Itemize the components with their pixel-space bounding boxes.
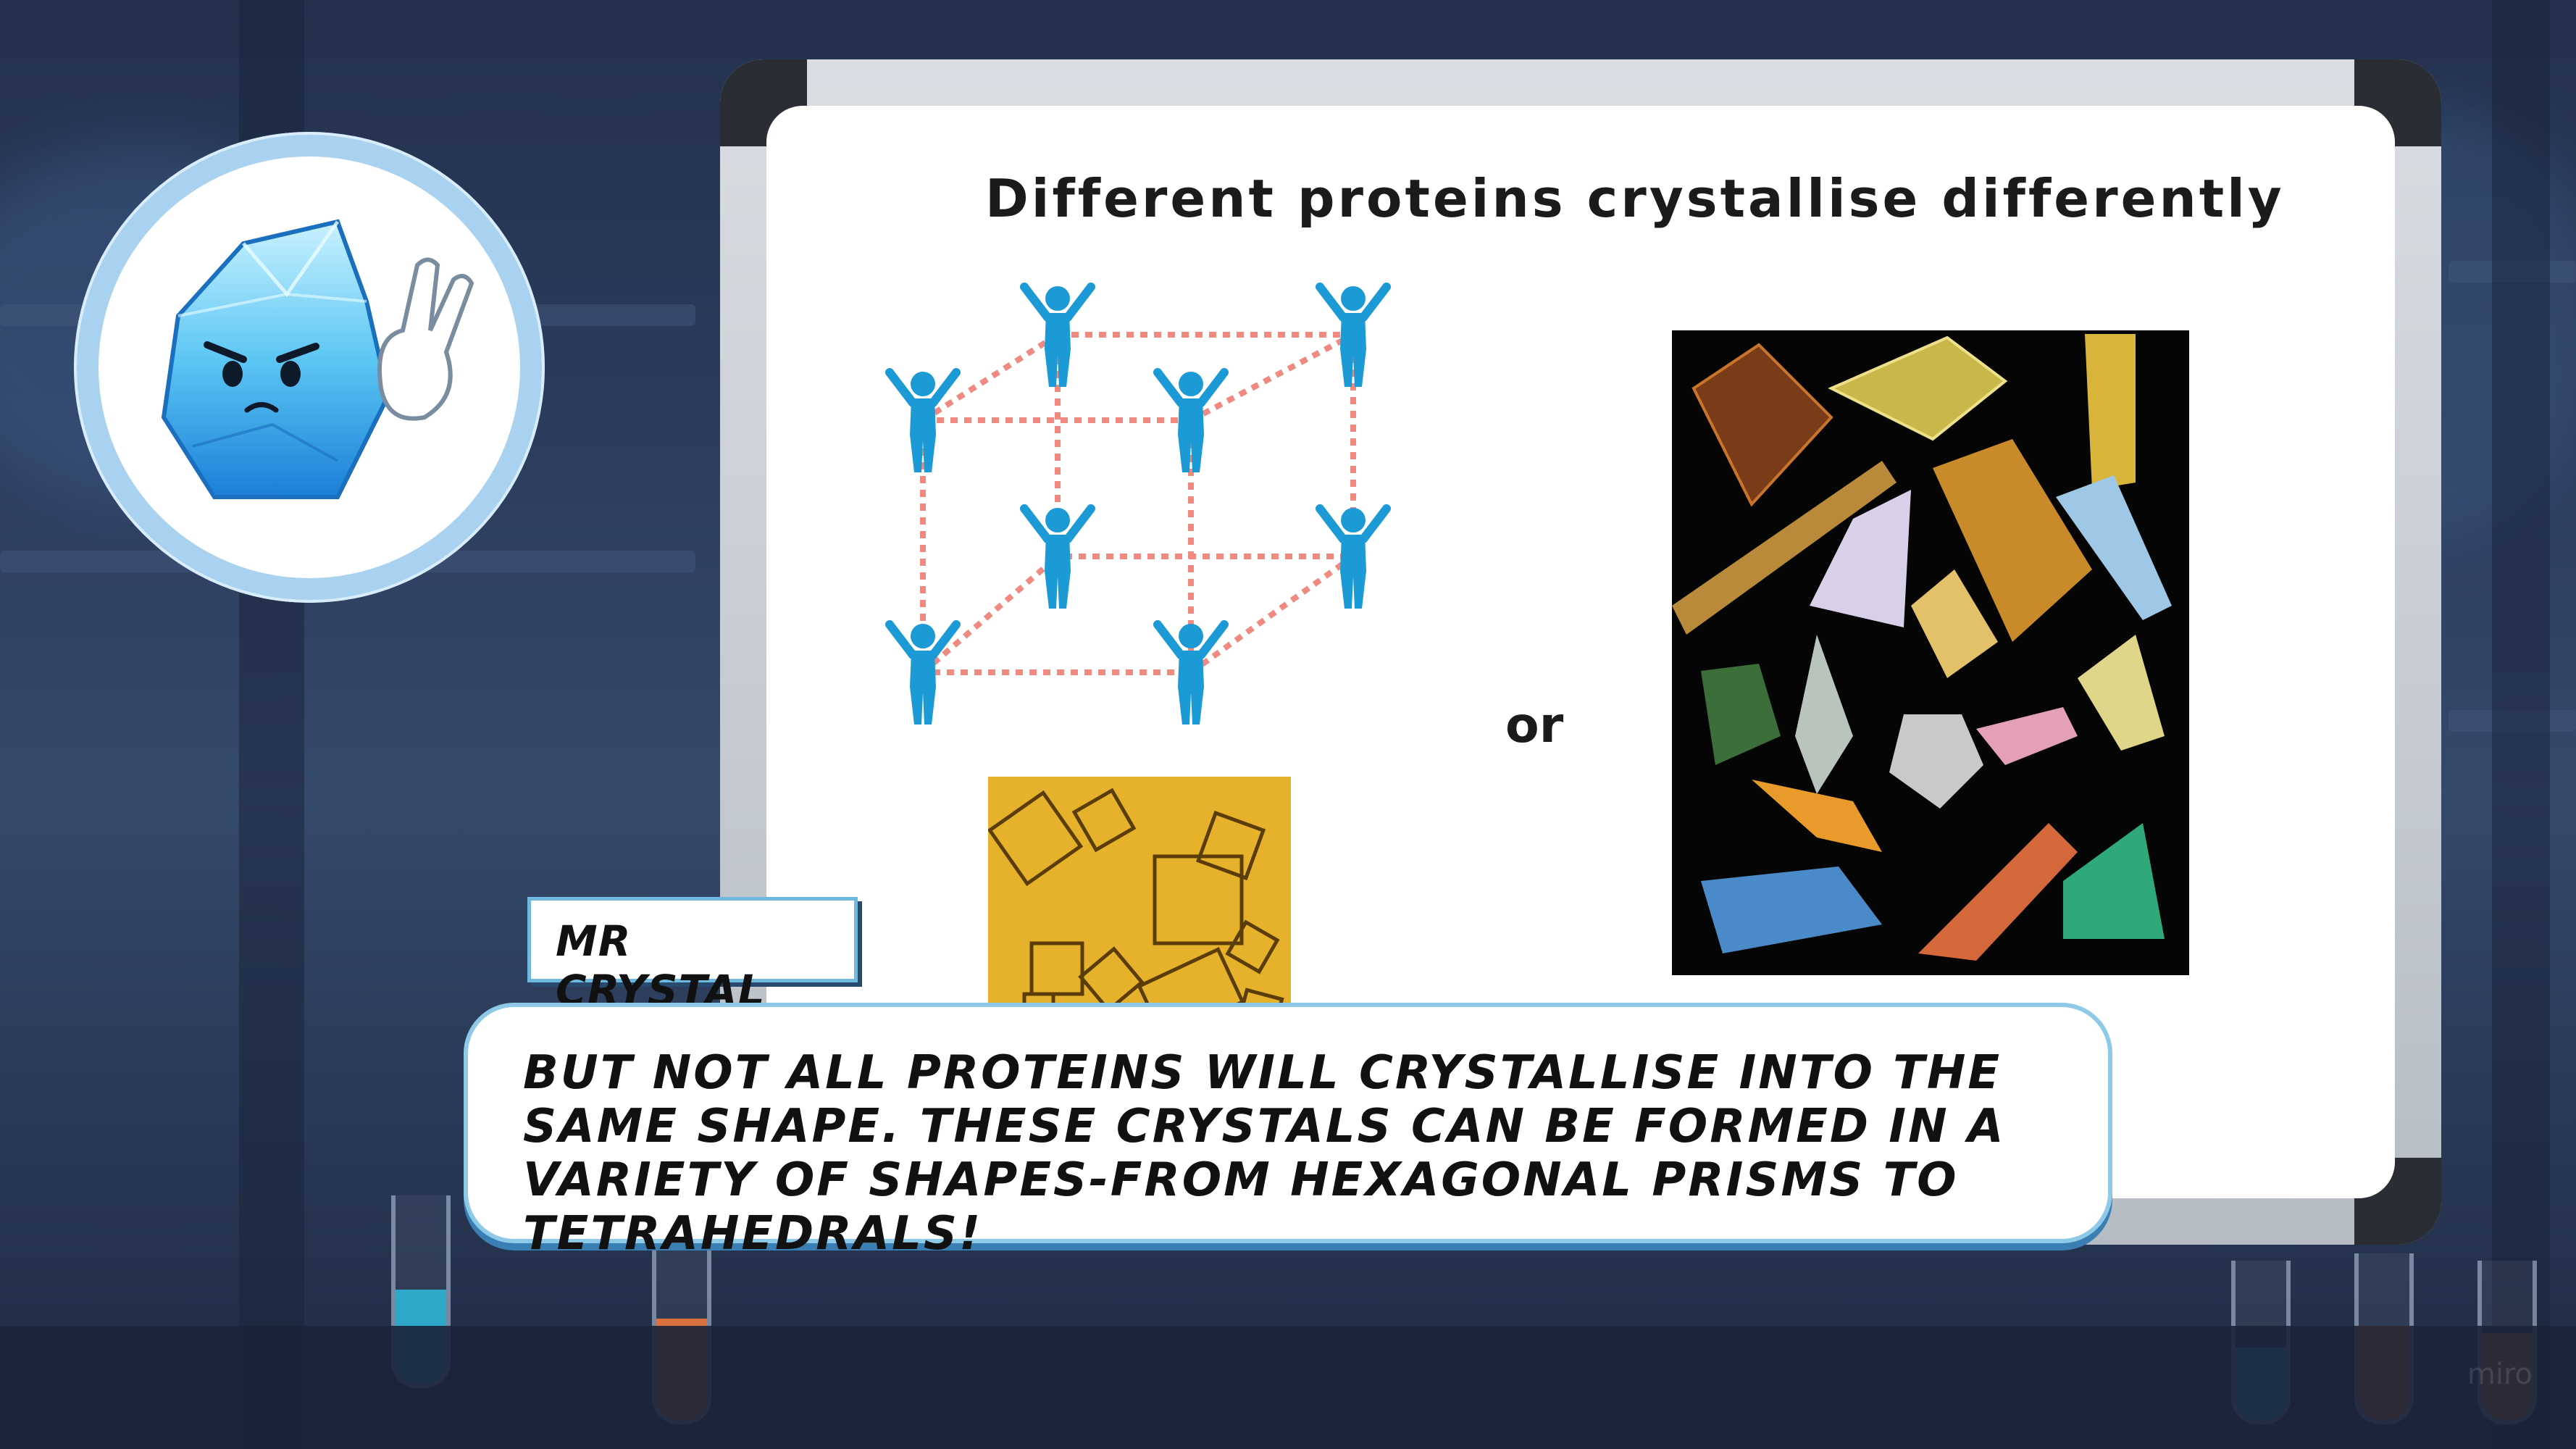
person-figure-icon [1153,368,1229,472]
person-figure-icon [885,620,961,724]
speaker-name: MR CRYSTAL [556,916,766,1015]
mascot-avatar [99,156,520,578]
board-title: Different proteins crystallise different… [985,168,2285,229]
watermark: miro [2467,1358,2533,1391]
dialogue-text: But not all proteins will crystallise in… [523,1046,2006,1261]
mascot-avatar-frame [74,132,545,603]
varied-crystals-image [1672,330,2189,975]
person-figure-icon [1316,504,1391,609]
or-label: or [1505,697,1564,754]
background-column [2492,0,2550,1449]
square-crystals-photo [988,777,1291,1043]
square-crystals-image [988,777,1291,1043]
person-figure-icon [1153,620,1229,724]
person-figure-icon [1316,283,1391,387]
varied-crystals-photo [1672,330,2189,975]
dialogue-box[interactable]: But not all proteins will crystallise in… [464,1003,2112,1261]
lab-desk [0,1326,2576,1449]
person-figure-icon [1020,504,1095,609]
crystal-mascot-icon [161,219,474,499]
speaker-name-tag: MR CRYSTAL [527,897,858,1015]
protein-lattice-diagram [885,283,1391,724]
person-figure-icon [885,368,961,472]
person-figure-icon [1020,283,1095,387]
